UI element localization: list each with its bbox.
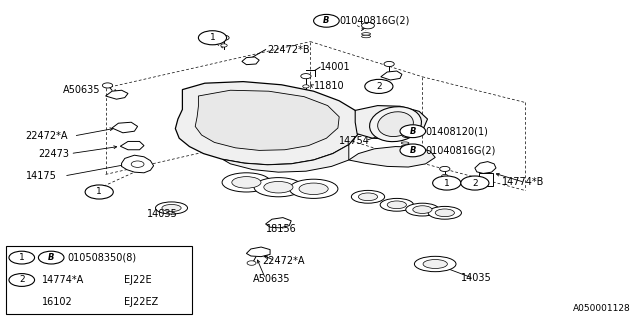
Circle shape (365, 79, 393, 93)
Ellipse shape (222, 173, 271, 192)
Text: B: B (410, 127, 416, 136)
Circle shape (400, 125, 426, 138)
Text: 14774*A: 14774*A (42, 275, 84, 285)
Ellipse shape (351, 190, 385, 203)
Polygon shape (266, 218, 291, 228)
Text: 14754: 14754 (339, 136, 370, 146)
Circle shape (384, 61, 394, 67)
Polygon shape (475, 162, 496, 173)
Circle shape (221, 44, 227, 47)
Ellipse shape (369, 107, 422, 142)
Circle shape (9, 274, 35, 286)
Text: 22472*A: 22472*A (262, 256, 305, 266)
Text: 01408120(1): 01408120(1) (426, 126, 488, 136)
Circle shape (440, 166, 450, 172)
Text: B: B (323, 16, 330, 25)
Polygon shape (175, 82, 362, 165)
Circle shape (85, 185, 113, 199)
Polygon shape (195, 90, 339, 150)
Ellipse shape (413, 206, 432, 213)
Text: 1: 1 (210, 33, 215, 42)
Text: 01040816G(2): 01040816G(2) (426, 145, 496, 156)
Circle shape (198, 31, 227, 45)
Text: A050001128: A050001128 (573, 304, 630, 313)
Ellipse shape (423, 260, 447, 268)
Circle shape (303, 85, 309, 88)
Ellipse shape (415, 256, 456, 272)
Ellipse shape (156, 202, 188, 214)
Bar (479, 173, 493, 186)
Polygon shape (349, 147, 435, 167)
Text: 11810: 11810 (314, 81, 344, 92)
Text: 14035: 14035 (147, 209, 178, 220)
Polygon shape (355, 106, 428, 139)
Ellipse shape (428, 206, 461, 219)
Polygon shape (246, 247, 270, 257)
Circle shape (131, 161, 144, 167)
Polygon shape (120, 141, 144, 150)
Polygon shape (122, 155, 154, 173)
Text: 22472*B: 22472*B (268, 44, 310, 55)
Text: 2: 2 (376, 82, 381, 91)
Ellipse shape (264, 181, 293, 193)
Polygon shape (242, 57, 259, 65)
Ellipse shape (254, 178, 303, 197)
Text: 1: 1 (97, 188, 102, 196)
Circle shape (301, 74, 311, 79)
Ellipse shape (401, 145, 409, 147)
Circle shape (314, 14, 339, 27)
Text: 22473: 22473 (38, 148, 69, 159)
Text: 1: 1 (19, 253, 24, 262)
Circle shape (400, 144, 426, 157)
Text: 16102: 16102 (42, 297, 73, 308)
Text: 010508350(8): 010508350(8) (68, 252, 137, 263)
Ellipse shape (401, 142, 409, 144)
Circle shape (402, 132, 412, 138)
Ellipse shape (232, 177, 261, 188)
Ellipse shape (406, 203, 439, 216)
Ellipse shape (387, 201, 406, 209)
Circle shape (38, 251, 64, 264)
Bar (6, 246, 192, 314)
Polygon shape (112, 122, 138, 133)
Text: EJ22EZ: EJ22EZ (124, 297, 158, 308)
Text: 22472*A: 22472*A (26, 131, 68, 141)
Text: B: B (48, 253, 54, 262)
Text: 2: 2 (472, 179, 477, 188)
Ellipse shape (380, 198, 413, 211)
Polygon shape (381, 71, 402, 80)
Ellipse shape (362, 35, 371, 38)
Text: 14774*B: 14774*B (502, 177, 545, 188)
Circle shape (247, 261, 256, 265)
Circle shape (362, 22, 374, 29)
Text: 18156: 18156 (266, 224, 296, 234)
Ellipse shape (435, 209, 454, 217)
Polygon shape (106, 90, 128, 99)
Text: A50635: A50635 (253, 274, 291, 284)
Ellipse shape (162, 204, 181, 212)
Polygon shape (223, 145, 349, 172)
Ellipse shape (358, 193, 378, 201)
Text: 01040816G(2): 01040816G(2) (339, 16, 410, 26)
Text: 14001: 14001 (320, 62, 351, 72)
Text: 14035: 14035 (461, 273, 492, 284)
Ellipse shape (299, 183, 328, 195)
Ellipse shape (362, 33, 371, 35)
Circle shape (102, 83, 113, 88)
Circle shape (461, 176, 489, 190)
Text: 1: 1 (444, 179, 449, 188)
Circle shape (219, 35, 229, 40)
Circle shape (9, 251, 35, 264)
Ellipse shape (289, 179, 338, 198)
Text: 2: 2 (19, 276, 24, 284)
Ellipse shape (378, 112, 413, 137)
Circle shape (433, 176, 461, 190)
Text: A50635: A50635 (63, 84, 100, 95)
Circle shape (442, 174, 448, 178)
Text: B: B (410, 146, 416, 155)
Text: EJ22E: EJ22E (124, 275, 151, 285)
Text: 14175: 14175 (26, 171, 56, 181)
